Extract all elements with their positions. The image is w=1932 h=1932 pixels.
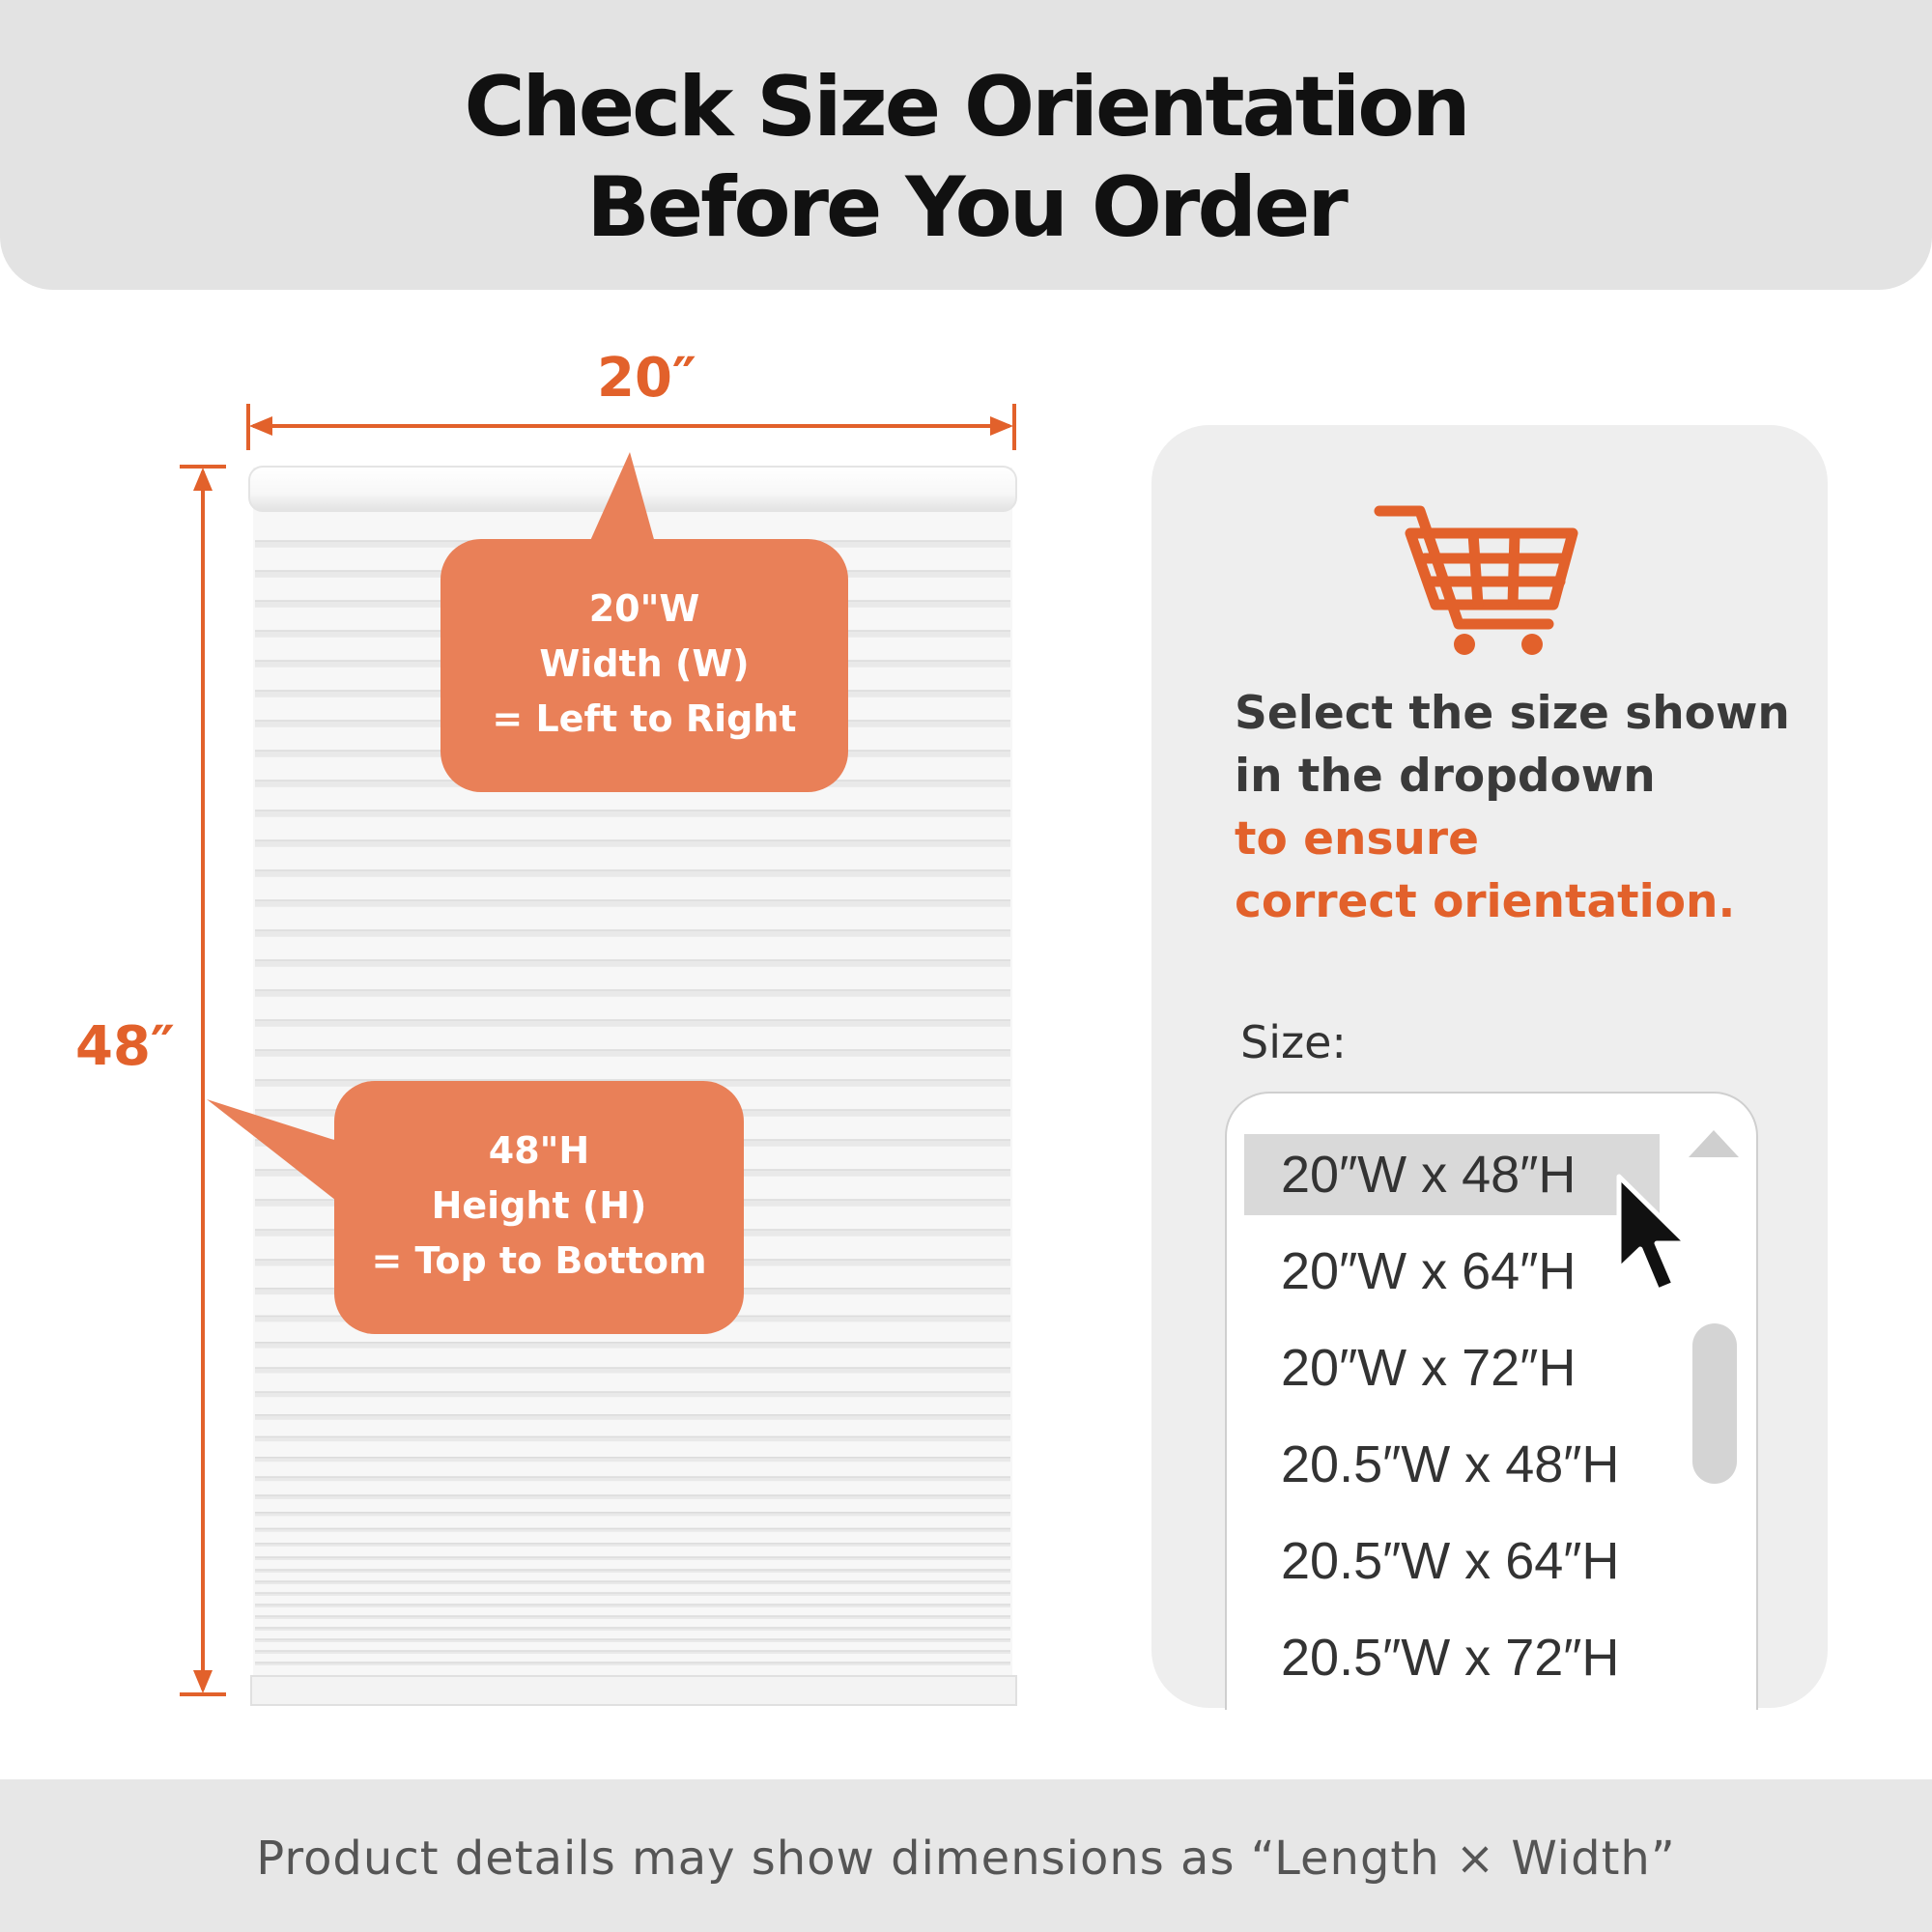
shopping-cart-icon	[1374, 505, 1578, 655]
shade-pleat	[255, 1557, 1010, 1560]
shade-pleat	[255, 1616, 1010, 1619]
shade-pleat	[255, 1436, 1010, 1442]
shade-pleat	[255, 930, 1010, 937]
height-dimension-label: 48″	[75, 1015, 175, 1078]
shade-pleat	[255, 810, 1010, 817]
shade-pleat	[255, 1477, 1010, 1482]
width-callout-tail	[589, 452, 655, 543]
instruction-line-2: in the dropdown	[1235, 750, 1656, 803]
instruction-line-1: Select the size shown	[1235, 687, 1790, 740]
height-callout-line-1: 48"H	[488, 1129, 590, 1172]
width-callout-line-1: 20"W	[588, 587, 700, 630]
shade-pleat	[255, 1414, 1010, 1420]
shade-pleat	[255, 1050, 1010, 1057]
height-dimension-line	[180, 465, 226, 1696]
shade-pleat	[255, 1020, 1010, 1027]
shade-pleat	[255, 870, 1010, 877]
shade-pleat	[255, 1495, 1010, 1499]
size-option[interactable]: 20.5″W x 48″H	[1281, 1435, 1620, 1493]
shade-pleat	[255, 840, 1010, 847]
footer-note: Product details may show dimensions as “…	[256, 1832, 1676, 1886]
shade-pleat	[255, 1392, 1010, 1398]
shade-pleat	[255, 1581, 1010, 1584]
height-callout-tail	[207, 1099, 340, 1204]
header-title-line-2: Before You Order	[586, 159, 1349, 256]
height-callout-line-3: = Top to Bottom	[371, 1239, 707, 1282]
shade-pleat	[255, 1639, 1010, 1642]
shade-pleat	[255, 1457, 1010, 1463]
shade-pleat	[255, 900, 1010, 907]
height-callout: 48"H Height (H) = Top to Bottom	[334, 1081, 744, 1334]
shade-pleat	[255, 1543, 1010, 1547]
height-callout-line-2: Height (H)	[431, 1184, 647, 1227]
footer-bar: Product details may show dimensions as “…	[0, 1779, 1932, 1932]
shade-pleat	[255, 1651, 1010, 1654]
shade-pleat	[255, 1342, 1010, 1349]
header-banner: Check Size Orientation Before You Order	[0, 0, 1932, 290]
bottom-rail	[250, 1675, 1017, 1706]
shade-pleat	[255, 1368, 1010, 1374]
size-option-selected[interactable]: 20″W x 48″H	[1244, 1134, 1660, 1215]
size-label: Size:	[1240, 1016, 1347, 1068]
size-option[interactable]: 20″W x 64″H	[1281, 1242, 1577, 1300]
instruction-line-3: to ensure	[1235, 812, 1479, 866]
shade-pleat	[255, 1628, 1010, 1631]
width-callout-line-2: Width (W)	[539, 642, 750, 685]
shade-pleat	[255, 1570, 1010, 1573]
shade-pleat	[255, 960, 1010, 967]
mouse-pointer-icon	[1616, 1174, 1690, 1293]
size-dropdown-list[interactable]: 20″W x 48″H 20″W x 64″H 20″W x 72″H 20.5…	[1225, 1092, 1758, 1710]
shade-pleat	[255, 1528, 1010, 1532]
shade-pleat	[255, 1593, 1010, 1596]
shade-pleat	[255, 1662, 1010, 1665]
size-option[interactable]: 20.5″W x 64″H	[1281, 1532, 1620, 1590]
size-option[interactable]: 20″W x 72″H	[1281, 1339, 1577, 1397]
size-option[interactable]: 20.5″W x 72″H	[1281, 1629, 1620, 1687]
header-title-line-1: Check Size Orientation	[464, 59, 1470, 156]
width-callout-line-3: = Left to Right	[492, 697, 797, 740]
shade-pleat	[255, 990, 1010, 997]
scrollbar-thumb[interactable]	[1692, 1323, 1737, 1484]
shade-pleat	[255, 1605, 1010, 1607]
width-dimension-label: 20″	[597, 347, 696, 410]
width-callout: 20"W Width (W) = Left to Right	[440, 539, 848, 792]
instruction-line-4: correct orientation.	[1235, 875, 1736, 928]
width-dimension-line	[246, 404, 1016, 450]
shade-pleat	[255, 1512, 1010, 1517]
scroll-up-arrow-icon[interactable]	[1689, 1130, 1739, 1157]
